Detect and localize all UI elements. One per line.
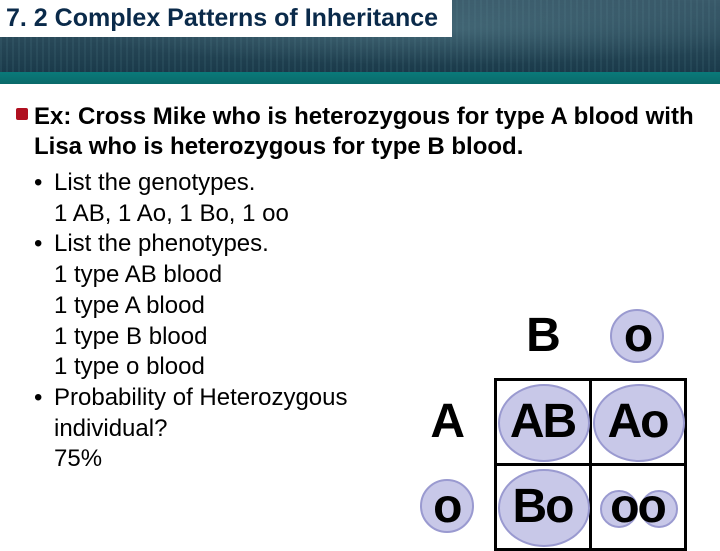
phenotype-4: 1 type o blood: [34, 352, 394, 383]
genotypes-label-text: List the genotypes.: [54, 169, 255, 196]
cell-AB: AB: [495, 379, 590, 464]
page-title: 7. 2 Complex Patterns of Inheritance: [0, 0, 452, 37]
bullet-icon: [16, 108, 28, 120]
punnett-square: B o A AB Ao o: [400, 294, 700, 551]
genotypes-label: • List the genotypes.: [34, 168, 394, 199]
cell-Bo: Bo: [495, 464, 590, 549]
example-prompt: Ex: Cross Mike who is heterozygous for t…: [34, 102, 700, 162]
cell-oo: oo: [590, 464, 685, 549]
phenotypes-label-text: List the phenotypes.: [54, 230, 269, 257]
content-area: Ex: Cross Mike who is heterozygous for t…: [0, 84, 720, 485]
phenotypes-label: • List the phenotypes.: [34, 229, 394, 260]
row-header-A: A: [400, 379, 495, 464]
probability-label: • Probability of Heterozygous individual?: [34, 383, 394, 444]
genotypes-value: 1 AB, 1 Ao, 1 Bo, 1 oo: [34, 199, 394, 230]
bullet-dot: •: [34, 383, 42, 414]
probability-value: 75%: [34, 444, 394, 475]
bullet-dot: •: [34, 229, 42, 260]
corner-cell: [400, 294, 495, 379]
accent-strip: [0, 72, 720, 84]
bullet-dot: •: [34, 168, 42, 199]
probability-label-text: Probability of Heterozygous individual?: [54, 384, 347, 442]
phenotype-3: 1 type B blood: [34, 322, 394, 353]
row-header-o: o: [400, 464, 495, 549]
punnett-table: B o A AB Ao o: [400, 294, 687, 551]
col-header-o: o: [590, 294, 685, 379]
text-column: • List the genotypes. 1 AB, 1 Ao, 1 Bo, 1…: [34, 168, 394, 475]
phenotype-1: 1 type AB blood: [34, 260, 394, 291]
cell-Ao: Ao: [590, 379, 685, 464]
header-band: 7. 2 Complex Patterns of Inheritance: [0, 0, 720, 72]
phenotype-2: 1 type A blood: [34, 291, 394, 322]
col-header-B: B: [495, 294, 590, 379]
